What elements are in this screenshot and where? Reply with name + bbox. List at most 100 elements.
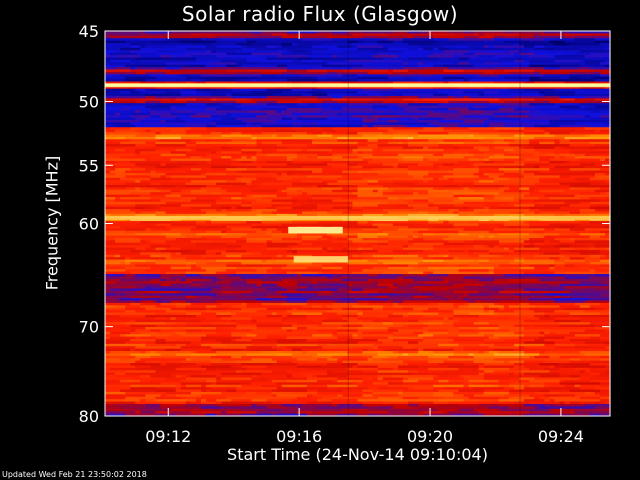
spectrogram-cell: [498, 129, 525, 133]
spectrogram-cell: [200, 31, 227, 35]
spectrogram-cell: [478, 93, 485, 97]
spectrogram-cell: [453, 411, 480, 415]
spectrogram-cell: [599, 156, 611, 160]
spectrogram-cell: [453, 348, 465, 352]
spectrogram-cell: [503, 177, 510, 181]
spectrogram-cell: [195, 242, 227, 246]
spectrogram-cell: [271, 389, 283, 393]
spectrogram-cell: [579, 158, 586, 162]
spectrogram-cell: [554, 329, 586, 333]
spectrogram-cell: [423, 52, 434, 56]
spectrogram-cell: [301, 35, 328, 39]
spectrogram-cell: [135, 189, 162, 193]
spectrogram-cell: [286, 346, 298, 350]
spectrogram-cell: [105, 288, 111, 292]
spectrogram-cell: [413, 206, 439, 210]
spectrogram-cell: [150, 108, 172, 112]
spectrogram-cell: [382, 122, 399, 126]
spectrogram-cell: [564, 156, 576, 160]
spectrogram-cell: [226, 168, 247, 172]
spectrogram-cell: [135, 235, 167, 239]
spectrogram-cell: [170, 408, 187, 412]
spectrogram-cell: [175, 360, 182, 364]
spectrogram-cell: [514, 387, 525, 391]
spectrogram-cell: [105, 406, 121, 410]
spectrogram-cell: [221, 74, 232, 78]
spectrogram-cell: [180, 115, 192, 119]
spectrogram-cell: [347, 353, 379, 357]
spectrogram-cell: [463, 79, 470, 83]
spectrogram-cell: [211, 122, 217, 126]
spectrogram-cell: [271, 108, 288, 112]
spectrogram-cell: [120, 67, 131, 71]
spectrogram-cell: [579, 59, 586, 63]
spectrogram-cell: [216, 312, 232, 316]
spectrogram-cell: [246, 38, 268, 42]
spectrogram-cell: [236, 360, 247, 364]
spectrogram-cell: [347, 218, 374, 222]
spectrogram-cell: [241, 153, 258, 157]
spectrogram-cell: [589, 204, 596, 208]
spectrogram-cell: [599, 389, 611, 393]
spectrogram-cell: [301, 403, 333, 407]
spectrogram-cell: [105, 382, 121, 386]
spectrogram-cell: [357, 384, 389, 388]
spectrogram-cell: [105, 148, 116, 152]
spectrogram-cell: [458, 295, 465, 299]
spectrogram-cell: [195, 112, 207, 116]
spectrogram-cell: [397, 343, 429, 347]
spectrogram-cell: [105, 358, 121, 362]
spectrogram-cell: [256, 396, 278, 400]
spectrogram-cell: [301, 331, 333, 335]
spectrogram-cell: [554, 153, 561, 157]
spectrogram-cell: [327, 151, 354, 155]
spectrogram-cell: [296, 110, 318, 114]
spectrogram-cell: [498, 98, 505, 102]
spectrogram-cell: [135, 276, 146, 280]
spectrogram-cell: [387, 177, 419, 181]
spectrogram-cell: [276, 168, 298, 172]
spectrogram-cell: [559, 76, 571, 80]
spectrogram-cell: [115, 67, 121, 71]
spectrogram-cell: [332, 158, 343, 162]
spectrogram-cell: [574, 98, 596, 102]
spectrogram-cell: [514, 134, 525, 138]
spectrogram-cell: [579, 153, 586, 157]
spectrogram-cell: [488, 269, 495, 273]
spectrogram-cell: [317, 185, 338, 189]
spectrogram-cell: [296, 153, 318, 157]
spectrogram-cell: [534, 324, 561, 328]
spectrogram-cell: [261, 81, 278, 85]
spectrogram-cell: [372, 115, 399, 119]
spectrogram-cell: [185, 403, 217, 407]
spectrogram-cell: [226, 209, 253, 213]
spectrogram-cell: [342, 382, 354, 386]
spectrogram-cell: [185, 100, 207, 104]
spectrogram-cell: [317, 396, 323, 400]
spectrogram-cell: [483, 391, 510, 395]
spectrogram-cell: [256, 225, 288, 229]
spectrogram-cell: [342, 394, 364, 398]
spectrogram-cell: [145, 117, 177, 121]
spectrogram-cell: [408, 103, 439, 107]
spectrogram-cell: [130, 187, 136, 191]
spectrogram-cell: [413, 372, 439, 376]
spectrogram-cell: [251, 43, 283, 47]
spectrogram-cell: [604, 225, 611, 229]
spectrogram-cell: [559, 322, 591, 326]
spectrogram-cell: [503, 247, 510, 251]
spectrogram-cell: [180, 165, 212, 169]
spectrogram-cell: [135, 124, 167, 128]
spectrogram-cell: [478, 401, 495, 405]
spectrogram-cell: [231, 339, 237, 343]
spectrogram-cell: [185, 230, 192, 234]
spectrogram-cell: [266, 274, 273, 278]
spectrogram-cell: [493, 278, 510, 282]
spectrogram-cell: [377, 199, 384, 203]
spectrogram-cell: [544, 74, 571, 78]
spectrogram-cell: [559, 283, 591, 287]
spectrogram-cell: [206, 257, 212, 261]
spectrogram-cell: [418, 47, 424, 51]
spectrogram-cell: [337, 403, 364, 407]
spectrogram-cell: [428, 367, 460, 371]
